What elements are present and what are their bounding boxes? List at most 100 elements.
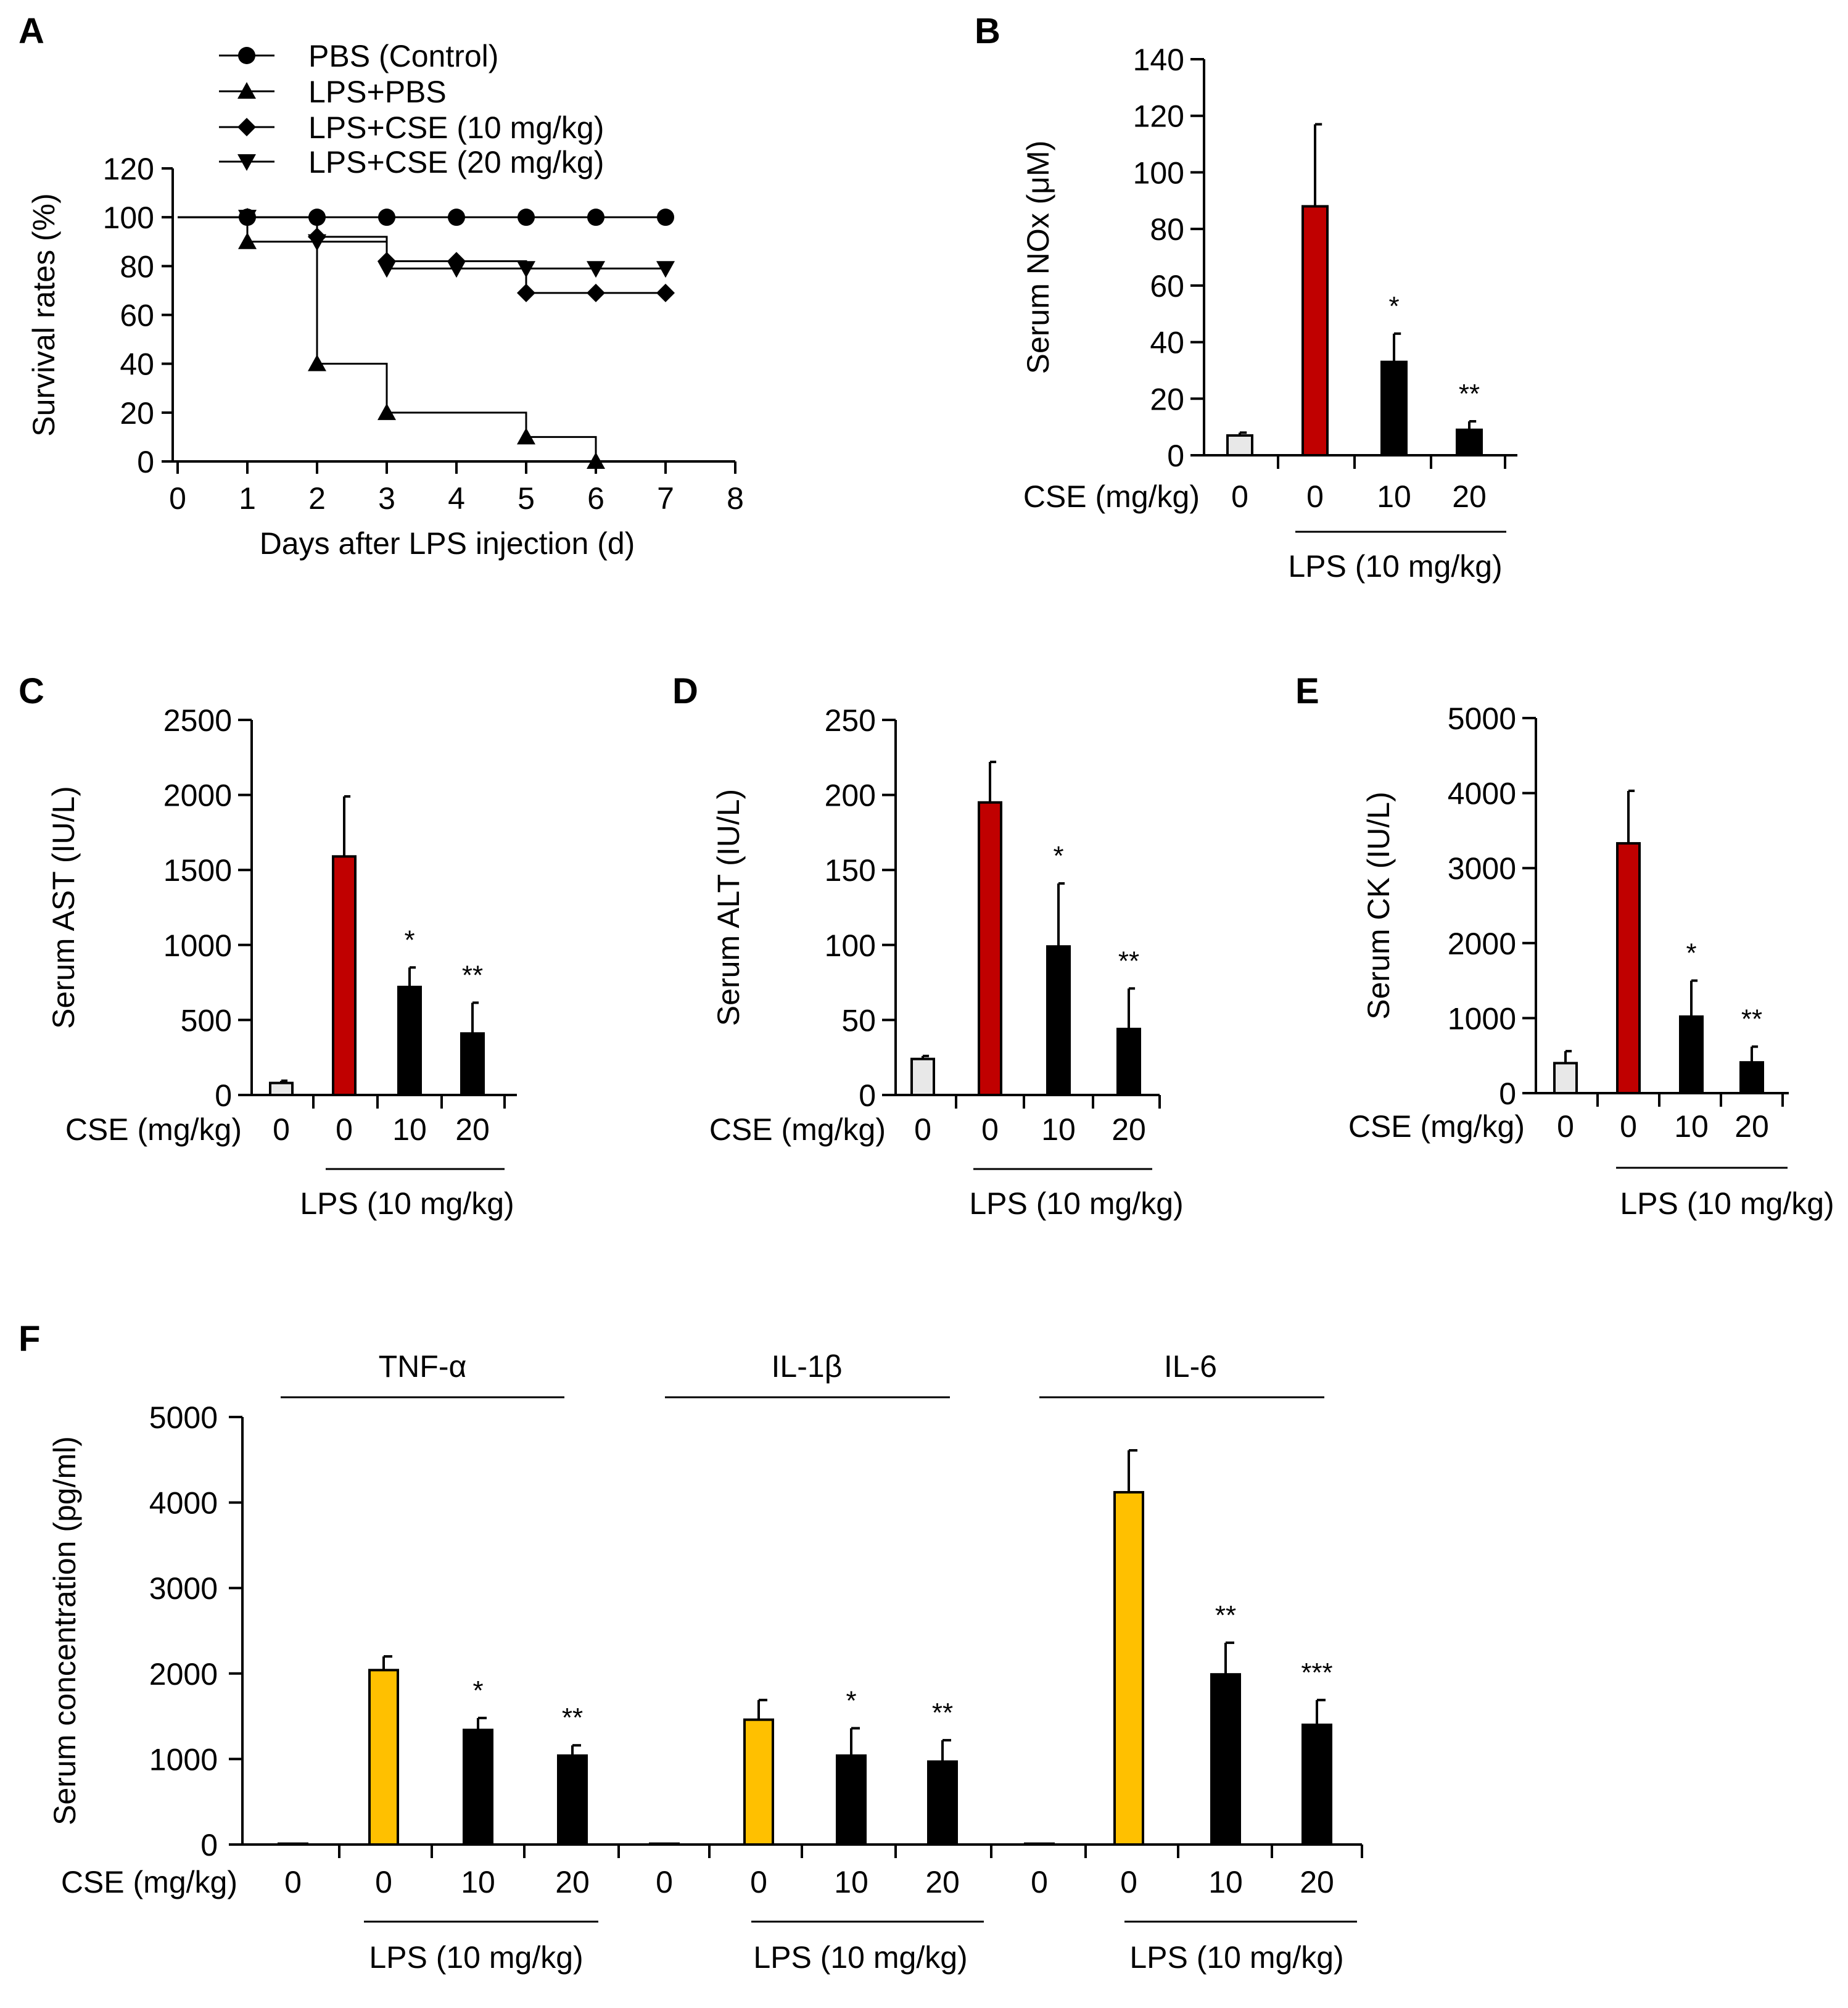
bar	[927, 1760, 958, 1846]
y-tick-label: 40	[120, 347, 154, 382]
y-tick-label: 1000	[149, 1742, 218, 1777]
bar	[1301, 205, 1329, 457]
bar	[1113, 1490, 1144, 1846]
bar	[557, 1754, 588, 1846]
category-label: 0	[914, 1112, 931, 1147]
significance-marker: **	[1741, 1004, 1762, 1035]
cytokine-group-2: IL-6 0 0 ** 10 *** 20 LPS (10 mg/kg)	[1024, 1349, 1363, 1975]
significance-marker: *	[1053, 841, 1063, 871]
y-axis-label: Survival rates (%)	[27, 193, 61, 437]
marker-triangle-down	[656, 261, 675, 278]
y-tick-label: 0	[200, 1828, 218, 1862]
x-axis-label: CSE (mg/kg)	[709, 1112, 886, 1147]
category-label: 0	[1120, 1865, 1137, 1899]
survival-step-line	[178, 216, 666, 294]
category-label: 0	[273, 1112, 290, 1147]
marker-diamond	[656, 283, 675, 302]
legend-label: LPS+CSE (20 mg/kg)	[308, 145, 604, 180]
y-tick-label: 3000	[149, 1571, 218, 1606]
y-tick-label: 1000	[1448, 1001, 1516, 1036]
significance-marker: **	[462, 960, 483, 990]
panel-letter: B	[975, 11, 1000, 51]
y-tick-label: 5000	[1448, 701, 1516, 736]
category-label: 10	[1041, 1112, 1076, 1147]
y-tick-label: 3000	[1448, 851, 1516, 886]
y-axis-label: Serum NOx (μM)	[1021, 141, 1055, 374]
group-label: LPS (10 mg/kg)	[1288, 549, 1502, 584]
bar	[463, 1729, 493, 1846]
cytokine-label: IL-1β	[772, 1349, 843, 1384]
marker-diamond	[517, 283, 535, 302]
category-label: 10	[834, 1865, 868, 1899]
marker-triangle-down	[587, 261, 605, 278]
x-axis-label: CSE (mg/kg)	[1023, 479, 1200, 514]
series-1	[178, 216, 605, 469]
y-tick-label: 0	[1499, 1076, 1516, 1111]
category-label: 20	[1735, 1109, 1769, 1144]
category-label: 10	[1674, 1109, 1709, 1144]
bar	[1456, 428, 1483, 457]
marker-triangle-down	[517, 261, 535, 278]
category-label: 20	[1452, 479, 1487, 514]
y-axis-label: Serum concentration (pg/ml)	[47, 1436, 82, 1825]
category-label: 0	[656, 1865, 673, 1899]
category-label: 0	[1306, 479, 1324, 514]
y-tick-label: 60	[1150, 269, 1184, 304]
marker-triangle-down	[237, 154, 256, 171]
category-label: 20	[1112, 1112, 1146, 1147]
group-label: LPS (10 mg/kg)	[969, 1186, 1183, 1221]
marker-circle	[518, 209, 535, 226]
x-tick-label: 7	[657, 481, 674, 516]
category-label: 20	[455, 1112, 490, 1147]
bar	[1380, 360, 1408, 457]
marker-triangle-up	[517, 428, 535, 445]
marker-circle	[448, 209, 465, 226]
y-tick-label: 100	[1133, 155, 1184, 190]
series-3	[178, 210, 675, 278]
significance-marker: *	[404, 925, 415, 955]
y-tick-label: 4000	[149, 1486, 218, 1521]
y-axis-label: Serum ALT (IU/L)	[711, 789, 746, 1026]
bar	[1679, 1015, 1704, 1095]
bar	[1046, 945, 1071, 1097]
category-label: 20	[555, 1865, 590, 1899]
bar	[910, 1057, 935, 1096]
category-label: 0	[336, 1112, 353, 1147]
marker-triangle-up	[237, 82, 256, 99]
y-tick-label: 2000	[163, 779, 232, 813]
category-label: 0	[1031, 1865, 1048, 1899]
y-tick-label: 200	[825, 779, 876, 813]
category-label: 10	[1208, 1865, 1243, 1899]
y-tick-label: 2000	[149, 1657, 218, 1692]
panel-letter: A	[19, 11, 44, 51]
category-label: 0	[375, 1865, 392, 1899]
x-axis-label: CSE (mg/kg)	[65, 1112, 242, 1147]
cytokine-group-1: IL-1β 0 0 * 10 ** 20 LPS (10 mg/kg)	[649, 1349, 992, 1975]
bar	[460, 1032, 485, 1096]
y-tick-label: 40	[1150, 326, 1184, 360]
category-label: 20	[925, 1865, 960, 1899]
bar	[1616, 842, 1641, 1095]
y-tick-label: 120	[103, 152, 154, 186]
x-tick-label: 1	[239, 481, 256, 516]
marker-triangle-down	[238, 210, 257, 227]
significance-marker: **	[1459, 379, 1480, 409]
panel-A: 0 20 40 60 80 100 120 Survival rates (%) 0 1 2 3 4 5 6…	[27, 39, 744, 561]
significance-marker: **	[1118, 946, 1139, 976]
y-tick-label: 1000	[163, 928, 232, 963]
category-label: 20	[1300, 1865, 1334, 1899]
category-label: 10	[1377, 479, 1411, 514]
significance-marker: **	[1215, 1600, 1236, 1630]
x-axis-label: CSE (mg/kg)	[1348, 1109, 1525, 1144]
y-tick-label: 5000	[149, 1400, 218, 1435]
marker-triangle-up	[308, 354, 326, 371]
y-tick-label: 60	[120, 299, 154, 333]
y-tick-label: 0	[859, 1078, 876, 1113]
marker-triangle-up	[587, 452, 605, 469]
bar	[1301, 1723, 1332, 1846]
x-tick-label: 6	[587, 481, 604, 516]
